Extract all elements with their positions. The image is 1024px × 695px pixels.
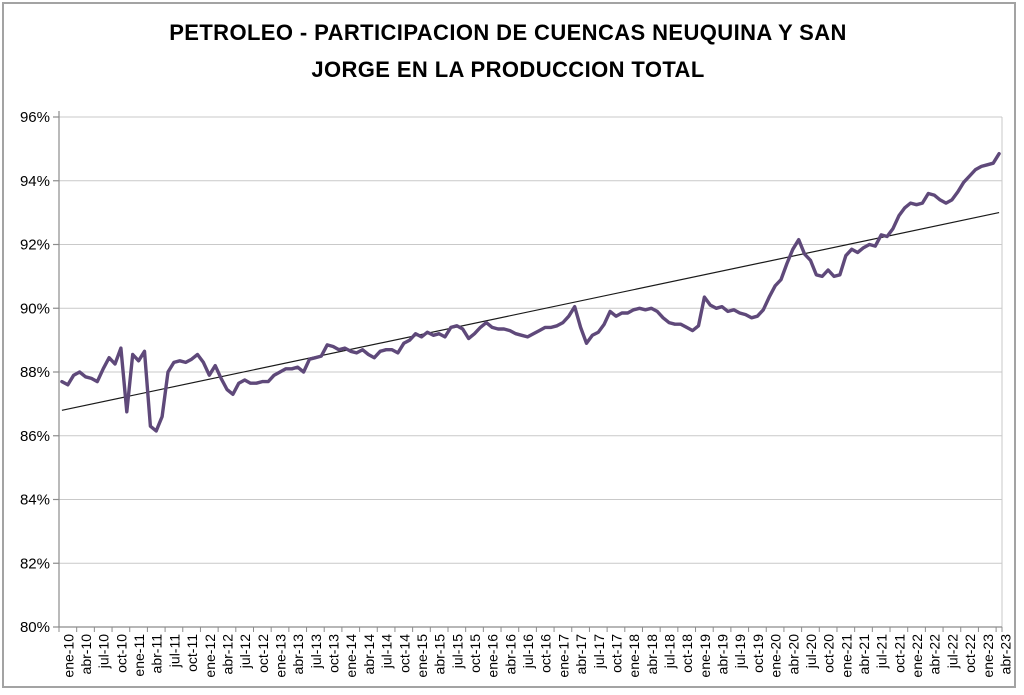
x-tick-label: jul-12 [237, 634, 253, 669]
x-tick-label: abr-15 [432, 634, 448, 675]
x-tick-label: ene-21 [838, 634, 854, 678]
x-tick-label: oct-22 [962, 634, 978, 673]
x-tick-label: oct-18 [679, 634, 695, 673]
x-tick-label: abr-16 [502, 634, 518, 675]
x-tick-label: oct-15 [467, 634, 483, 673]
y-tick-label: 92% [20, 237, 50, 254]
x-tick-label: jul-17 [591, 634, 607, 669]
x-tick-label: ene-15 [414, 634, 430, 678]
chart-title-line-2: JORGE EN LA PRODUCCION TOTAL [311, 57, 705, 82]
x-tick-label: ene-22 [909, 634, 925, 678]
chart-title-line-1: PETROLEO - PARTICIPACION DE CUENCAS NEUQ… [169, 20, 847, 45]
x-tick-label: abr-14 [361, 634, 377, 675]
x-tick-label: jul-20 [803, 634, 819, 669]
x-tick-label: ene-11 [131, 634, 147, 677]
x-tick-label: abr-11 [149, 634, 165, 674]
x-tick-label: oct-19 [750, 634, 766, 673]
x-tick-label: jul-15 [449, 634, 465, 669]
x-tick-label: oct-16 [538, 634, 554, 673]
x-tick-label: jul-16 [520, 634, 536, 669]
x-tick-label: abr-20 [785, 634, 801, 675]
x-tick-label: ene-19 [697, 634, 713, 678]
x-tick-label: ene-16 [485, 634, 501, 678]
x-tick-label: oct-20 [821, 634, 837, 673]
x-tick-label: jul-14 [379, 634, 395, 669]
x-tick-label: abr-13 [290, 634, 306, 675]
y-tick-label: 86% [20, 428, 50, 445]
y-tick-label: 84% [20, 492, 50, 509]
x-tick-label: jul-13 [308, 634, 324, 669]
y-tick-label: 96% [20, 109, 50, 126]
y-tick-label: 90% [20, 300, 50, 317]
x-tick-label: oct-21 [891, 634, 907, 673]
y-tick-label: 80% [20, 619, 50, 636]
y-tick-label: 94% [20, 173, 50, 190]
chart-frame [2, 2, 1016, 688]
x-tick-label: jul-21 [874, 634, 890, 669]
x-tick-label: ene-23 [980, 634, 996, 678]
x-tick-label: abr-12 [220, 634, 236, 675]
x-tick-label: ene-20 [768, 634, 784, 678]
x-tick-label: jul-22 [944, 634, 960, 669]
y-tick-label: 82% [20, 555, 50, 572]
y-tick-label: 88% [20, 364, 50, 381]
trendline [61, 212, 1000, 411]
x-tick-label: oct-14 [396, 634, 412, 673]
x-tick-label: oct-11 [184, 634, 200, 672]
x-tick-label: jul-11 [166, 634, 182, 668]
x-tick-label: ene-17 [555, 634, 571, 678]
x-tick-label: oct-12 [255, 634, 271, 673]
x-tick-label: oct-13 [326, 634, 342, 673]
x-tick-label: abr-19 [715, 634, 731, 675]
x-tick-label: ene-12 [202, 634, 218, 678]
x-tick-label: abr-21 [856, 634, 872, 675]
data-series-line [60, 151, 1001, 433]
chart-title: PETROLEO - PARTICIPACION DE CUENCAS NEUQ… [0, 14, 1016, 88]
x-tick-label: oct-10 [113, 634, 129, 673]
x-tick-label: abr-17 [573, 634, 589, 675]
x-tick-label: jul-18 [662, 634, 678, 669]
x-tick-label: jul-19 [732, 634, 748, 669]
x-tick-label: ene-13 [273, 634, 289, 678]
x-tick-label: abr-18 [644, 634, 660, 675]
x-tick-label: abr-10 [78, 634, 94, 675]
x-tick-label: ene-14 [343, 634, 359, 678]
x-tick-label: jul-10 [96, 634, 112, 669]
x-tick-label: abr-23 [997, 634, 1013, 675]
x-tick-label: abr-22 [927, 634, 943, 675]
x-tick-label: oct-17 [609, 634, 625, 673]
x-tick-label: ene-18 [626, 634, 642, 678]
x-tick-label: ene-10 [60, 634, 76, 678]
